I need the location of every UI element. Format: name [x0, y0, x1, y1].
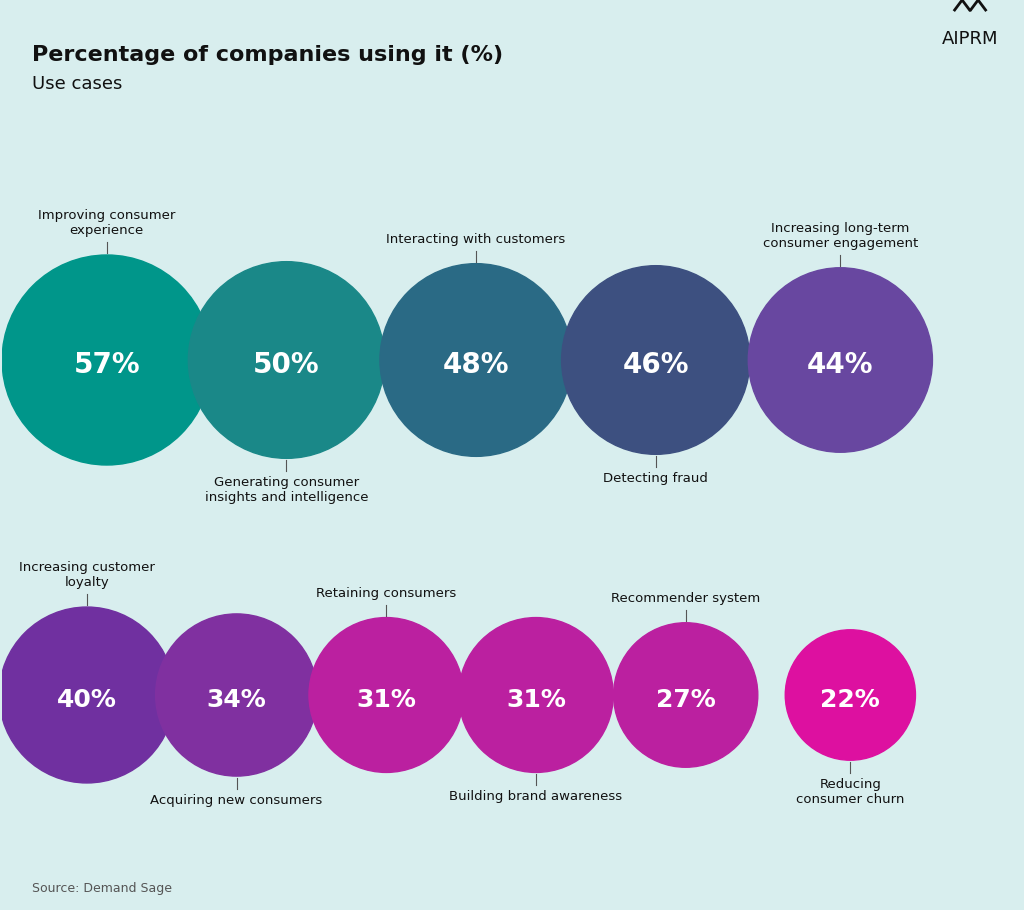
- Circle shape: [309, 618, 464, 773]
- Circle shape: [380, 264, 572, 456]
- Text: 34%: 34%: [207, 688, 266, 712]
- Text: Increasing long-term
consumer engagement: Increasing long-term consumer engagement: [763, 222, 918, 249]
- Text: Increasing customer
loyalty: Increasing customer loyalty: [19, 561, 155, 589]
- Text: 31%: 31%: [506, 688, 566, 712]
- Text: 31%: 31%: [356, 688, 416, 712]
- Circle shape: [785, 630, 915, 760]
- Circle shape: [188, 262, 385, 459]
- Text: 46%: 46%: [623, 351, 689, 379]
- Text: Detecting fraud: Detecting fraud: [603, 472, 709, 485]
- Text: 50%: 50%: [253, 351, 319, 379]
- Circle shape: [2, 255, 212, 465]
- Text: 40%: 40%: [57, 688, 117, 712]
- Text: 27%: 27%: [655, 688, 716, 712]
- Text: Acquiring new consumers: Acquiring new consumers: [151, 794, 323, 807]
- Text: Building brand awareness: Building brand awareness: [450, 791, 623, 804]
- Text: Source: Demand Sage: Source: Demand Sage: [32, 882, 172, 895]
- Text: Recommender system: Recommender system: [611, 592, 760, 605]
- Text: Improving consumer
experience: Improving consumer experience: [38, 209, 175, 237]
- Text: Percentage of companies using it (%): Percentage of companies using it (%): [32, 45, 503, 65]
- Text: Use cases: Use cases: [32, 75, 123, 93]
- Circle shape: [749, 268, 933, 452]
- Text: Interacting with customers: Interacting with customers: [386, 233, 565, 246]
- Text: AIPRM: AIPRM: [942, 30, 998, 48]
- Circle shape: [0, 607, 175, 783]
- Circle shape: [613, 622, 758, 767]
- Text: Retaining consumers: Retaining consumers: [316, 587, 457, 600]
- Text: 48%: 48%: [442, 351, 509, 379]
- Circle shape: [156, 614, 317, 776]
- Text: Generating consumer
insights and intelligence: Generating consumer insights and intelli…: [205, 476, 369, 504]
- Text: 44%: 44%: [807, 351, 873, 379]
- Circle shape: [459, 618, 613, 773]
- Circle shape: [561, 266, 750, 454]
- Text: 57%: 57%: [74, 351, 140, 379]
- Text: 22%: 22%: [820, 688, 881, 712]
- Text: Reducing
consumer churn: Reducing consumer churn: [797, 778, 904, 806]
